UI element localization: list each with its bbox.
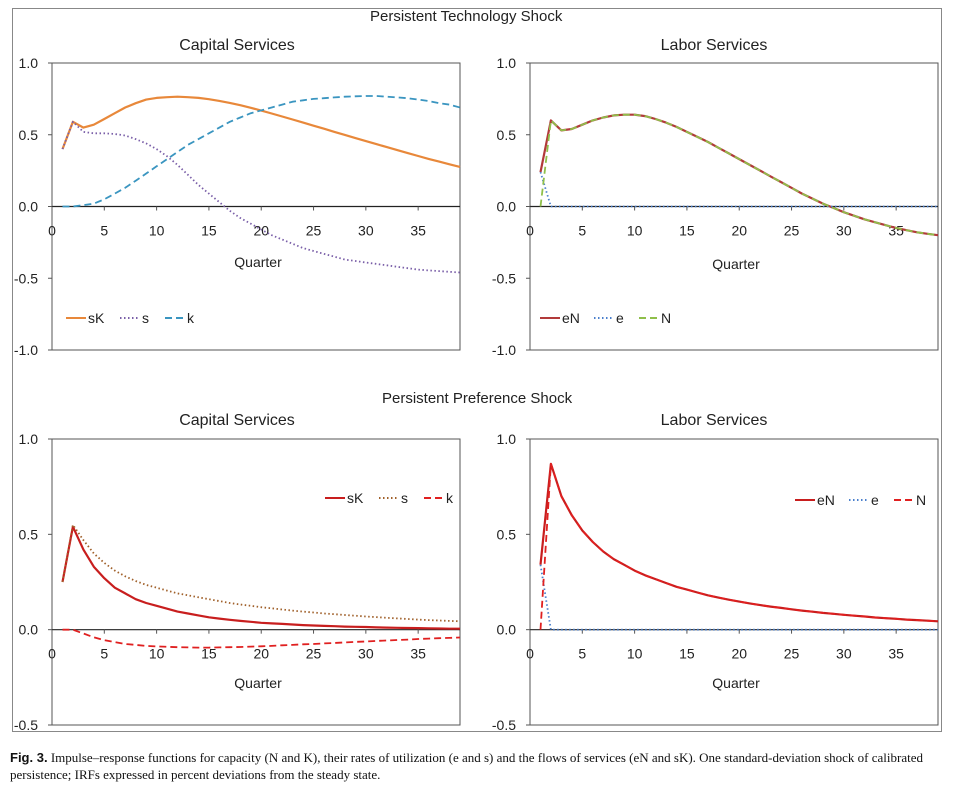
panel-4-ytick-label: 0.0 bbox=[497, 622, 517, 638]
panel-2-xtick-label: 0 bbox=[526, 223, 534, 239]
panel-1-title: Capital Services bbox=[179, 37, 295, 54]
panel-4-legend-label-eN: eN bbox=[817, 492, 835, 508]
panel-2-ytick-label: -1.0 bbox=[492, 342, 516, 358]
panel-1-series-k bbox=[62, 95, 461, 208]
panel-2-xtick-label: 10 bbox=[627, 223, 643, 239]
panel-2-legend-label-eN: eN bbox=[562, 310, 580, 326]
panel-2-title: Labor Services bbox=[661, 37, 768, 54]
caption-text: Impulse–response functions for capacity … bbox=[10, 750, 923, 782]
panel-1-xtick-label: 0 bbox=[48, 223, 56, 239]
panel-3-ytick-label: 0.5 bbox=[19, 526, 39, 542]
panel-1-xlabel: Quarter bbox=[234, 254, 282, 270]
panel-2-legend-label-N: N bbox=[661, 310, 671, 326]
top-section-title: Persistent Technology Shock bbox=[370, 8, 563, 25]
panel-3-xtick-label: 15 bbox=[201, 646, 217, 662]
panel-4-xlabel: Quarter bbox=[712, 675, 760, 691]
panel-4-legend-label-e: e bbox=[871, 492, 879, 508]
panel-2-xtick-label: 15 bbox=[679, 223, 695, 239]
panel-2-xtick-label: 35 bbox=[888, 223, 904, 239]
panel-1-series-sK bbox=[61, 95, 461, 168]
panel-3-xlabel: Quarter bbox=[234, 675, 282, 691]
panel-1-legend-label-s: s bbox=[142, 310, 149, 326]
panel-2-xtick-label: 30 bbox=[836, 223, 852, 239]
panel-2-xlabel: Quarter bbox=[712, 256, 760, 272]
panel-1-xtick-label: 5 bbox=[100, 223, 108, 239]
panel-1-series-s bbox=[61, 120, 461, 274]
panel-1-ytick-label: -0.5 bbox=[14, 270, 38, 286]
panel-1-xtick-label: 10 bbox=[149, 223, 165, 239]
panel-2-ytick-label: 0.0 bbox=[497, 199, 517, 215]
caption-label: Fig. 3. bbox=[10, 750, 48, 765]
panel-4-xtick-label: 35 bbox=[888, 646, 904, 662]
panel-3-plot-area bbox=[51, 438, 461, 726]
panel-2-series-eN bbox=[539, 113, 939, 237]
panel-4-ytick-label: 1.0 bbox=[497, 431, 517, 447]
panel-2-ytick-label: 0.5 bbox=[497, 127, 517, 143]
panel-4-series-eN bbox=[539, 462, 939, 623]
panel-1-ytick-label: 1.0 bbox=[19, 55, 39, 71]
panel-2-xtick-label: 5 bbox=[578, 223, 586, 239]
panel-1-legend-label-sK: sK bbox=[88, 310, 105, 326]
panel-3-xtick-label: 5 bbox=[100, 646, 108, 662]
panel-4-legend-label-N: N bbox=[916, 492, 926, 508]
panel-2-series-e bbox=[539, 171, 938, 208]
panel-3-xtick-label: 25 bbox=[306, 646, 322, 662]
panel-3-xtick-label: 30 bbox=[358, 646, 374, 662]
panel-2-ytick-label: -0.5 bbox=[492, 270, 516, 286]
panel-1-ytick-label: 0.5 bbox=[19, 127, 39, 143]
panel-3-series-s bbox=[61, 523, 461, 623]
panel-1-xtick-label: 30 bbox=[358, 223, 374, 239]
panel-2-xtick-label: 25 bbox=[784, 223, 800, 239]
panel-1-xtick-label: 15 bbox=[201, 223, 217, 239]
panel-3-legend-label-k: k bbox=[446, 490, 454, 506]
panel-4-xtick-label: 15 bbox=[679, 646, 695, 662]
panel-4-ytick-label: 0.5 bbox=[497, 526, 517, 542]
panel-1-legend-label-k: k bbox=[187, 310, 195, 326]
figure-svg: Capital Services 1.0 0.5 0.0 -0.5 -1.0 0 5 10 15 2… bbox=[14, 37, 939, 733]
panel-2-xtick-label: 20 bbox=[731, 223, 747, 239]
panel-1-ytick-label: -1.0 bbox=[14, 342, 38, 358]
panel-4-ytick-label: -0.5 bbox=[492, 717, 516, 733]
panel-3-xtick-label: 35 bbox=[410, 646, 426, 662]
panel-3-ytick-label: 1.0 bbox=[19, 431, 39, 447]
panel-4-xtick-label: 25 bbox=[784, 646, 800, 662]
panel-3-series-sK bbox=[61, 525, 460, 630]
panel-3-legend-label-sK: sK bbox=[347, 490, 364, 506]
panel-1-xtick-label: 35 bbox=[410, 223, 426, 239]
panel-4-xtick-label: 10 bbox=[627, 646, 643, 662]
panel-1-xtick-label: 25 bbox=[306, 223, 322, 239]
panel-3-xtick-label: 20 bbox=[253, 646, 269, 662]
panel-3-xtick-label: 10 bbox=[149, 646, 165, 662]
panel-4-series-N bbox=[539, 462, 939, 630]
panel-3-ytick-label: -0.5 bbox=[14, 717, 38, 733]
panel-1-ytick-label: 0.0 bbox=[19, 199, 39, 215]
panel-3-ytick-label: 0.0 bbox=[19, 622, 39, 638]
panel-2-ytick-label: 1.0 bbox=[497, 55, 517, 71]
panel-3-legend-label-s: s bbox=[401, 490, 408, 506]
panel-4-series-e bbox=[539, 564, 938, 631]
panel-2-legend-label-e: e bbox=[616, 310, 624, 326]
panel-4-title: Labor Services bbox=[661, 412, 768, 429]
panel-4-plot-area bbox=[529, 438, 939, 726]
panel-3-title: Capital Services bbox=[179, 412, 295, 429]
figure-caption: Fig. 3. Impulse–response functions for c… bbox=[10, 749, 944, 783]
panel-4-xtick-label: 0 bbox=[526, 646, 534, 662]
panel-4-xtick-label: 5 bbox=[578, 646, 586, 662]
panel-4-xtick-label: 30 bbox=[836, 646, 852, 662]
panel-4-xtick-label: 20 bbox=[731, 646, 747, 662]
panel-3-xtick-label: 0 bbox=[48, 646, 56, 662]
bottom-section-title: Persistent Preference Shock bbox=[382, 390, 573, 407]
panel-2-series-N bbox=[539, 113, 939, 237]
panel-3-series-k bbox=[62, 628, 461, 649]
